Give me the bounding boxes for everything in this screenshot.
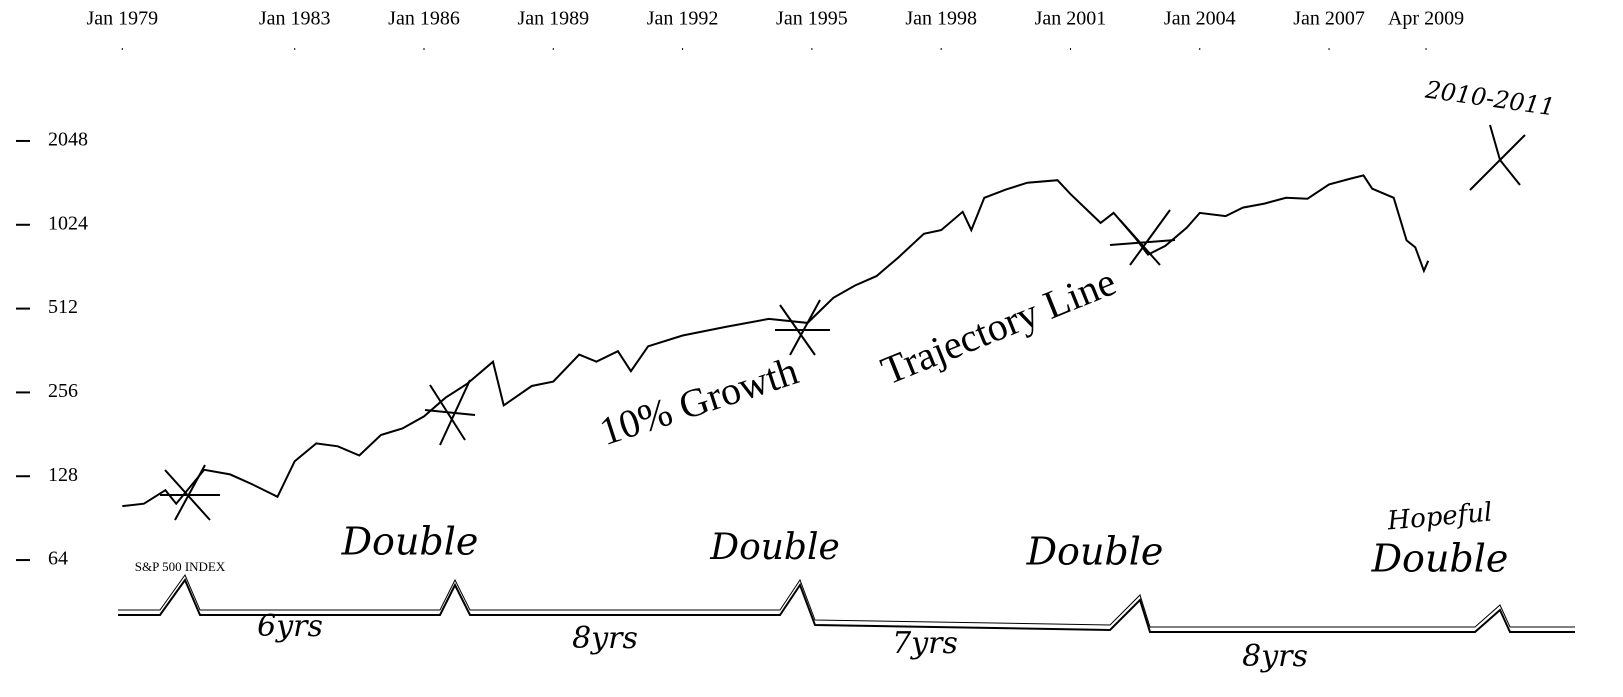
x-tick-label: Jan 1998 xyxy=(905,8,977,30)
x-tick-label: Jan 1986 xyxy=(388,8,460,30)
decorations xyxy=(118,125,1575,632)
x-tick-label: Jan 2001 xyxy=(1035,8,1107,30)
annotation: Double xyxy=(1026,530,1164,574)
chart: Jan 1979 Jan 1983 Jan 1986 Jan 1989 Jan 1992… xyxy=(0,0,1623,697)
x-tick-label: Jan 1989 xyxy=(517,8,589,30)
x-tick-label: Apr 2009 xyxy=(1388,8,1464,30)
annotation: S&P 500 INDEX xyxy=(135,559,226,574)
x-tick-label: Jan 2004 xyxy=(1164,8,1236,30)
doubling-line-inner xyxy=(118,575,1575,627)
x-tick-label: Jan 1995 xyxy=(776,8,848,30)
annotation: 6yrs xyxy=(257,609,323,644)
annotation: 8yrs xyxy=(572,621,638,656)
star-marker xyxy=(160,465,220,520)
y-tick-label: 512 xyxy=(48,296,78,318)
star-marker xyxy=(425,380,475,445)
page: Jan 1979 Jan 1983 Jan 1986 Jan 1989 Jan 1992… xyxy=(0,0,1623,697)
star-marker xyxy=(1470,125,1525,190)
x-tick-label: Jan 2007 xyxy=(1293,8,1365,30)
price-line xyxy=(122,175,1428,506)
y-tick-label: 2048 xyxy=(48,129,88,151)
annotation: Double xyxy=(709,527,840,568)
star-marker xyxy=(1110,210,1175,265)
annotation: Hopeful xyxy=(1385,497,1493,536)
annotation: Trajectory Line xyxy=(875,259,1122,394)
y-tick-label: 64 xyxy=(48,548,68,570)
annotation: 7yrs xyxy=(892,626,958,661)
annotation: Double xyxy=(341,520,479,564)
y-tick-label: 1024 xyxy=(48,212,88,234)
annotation: 2010-2011 xyxy=(1423,75,1557,121)
y-tick-label: 128 xyxy=(48,464,78,486)
annotation: Double xyxy=(1371,537,1509,581)
doubling-line xyxy=(118,580,1575,632)
x-tick-label: Jan 1983 xyxy=(259,8,331,30)
x-tick-label: Jan 1992 xyxy=(647,8,719,30)
y-tick-label: 256 xyxy=(48,380,78,402)
annotation: 8yrs xyxy=(1242,639,1308,674)
x-tick-label: Jan 1979 xyxy=(86,8,158,30)
